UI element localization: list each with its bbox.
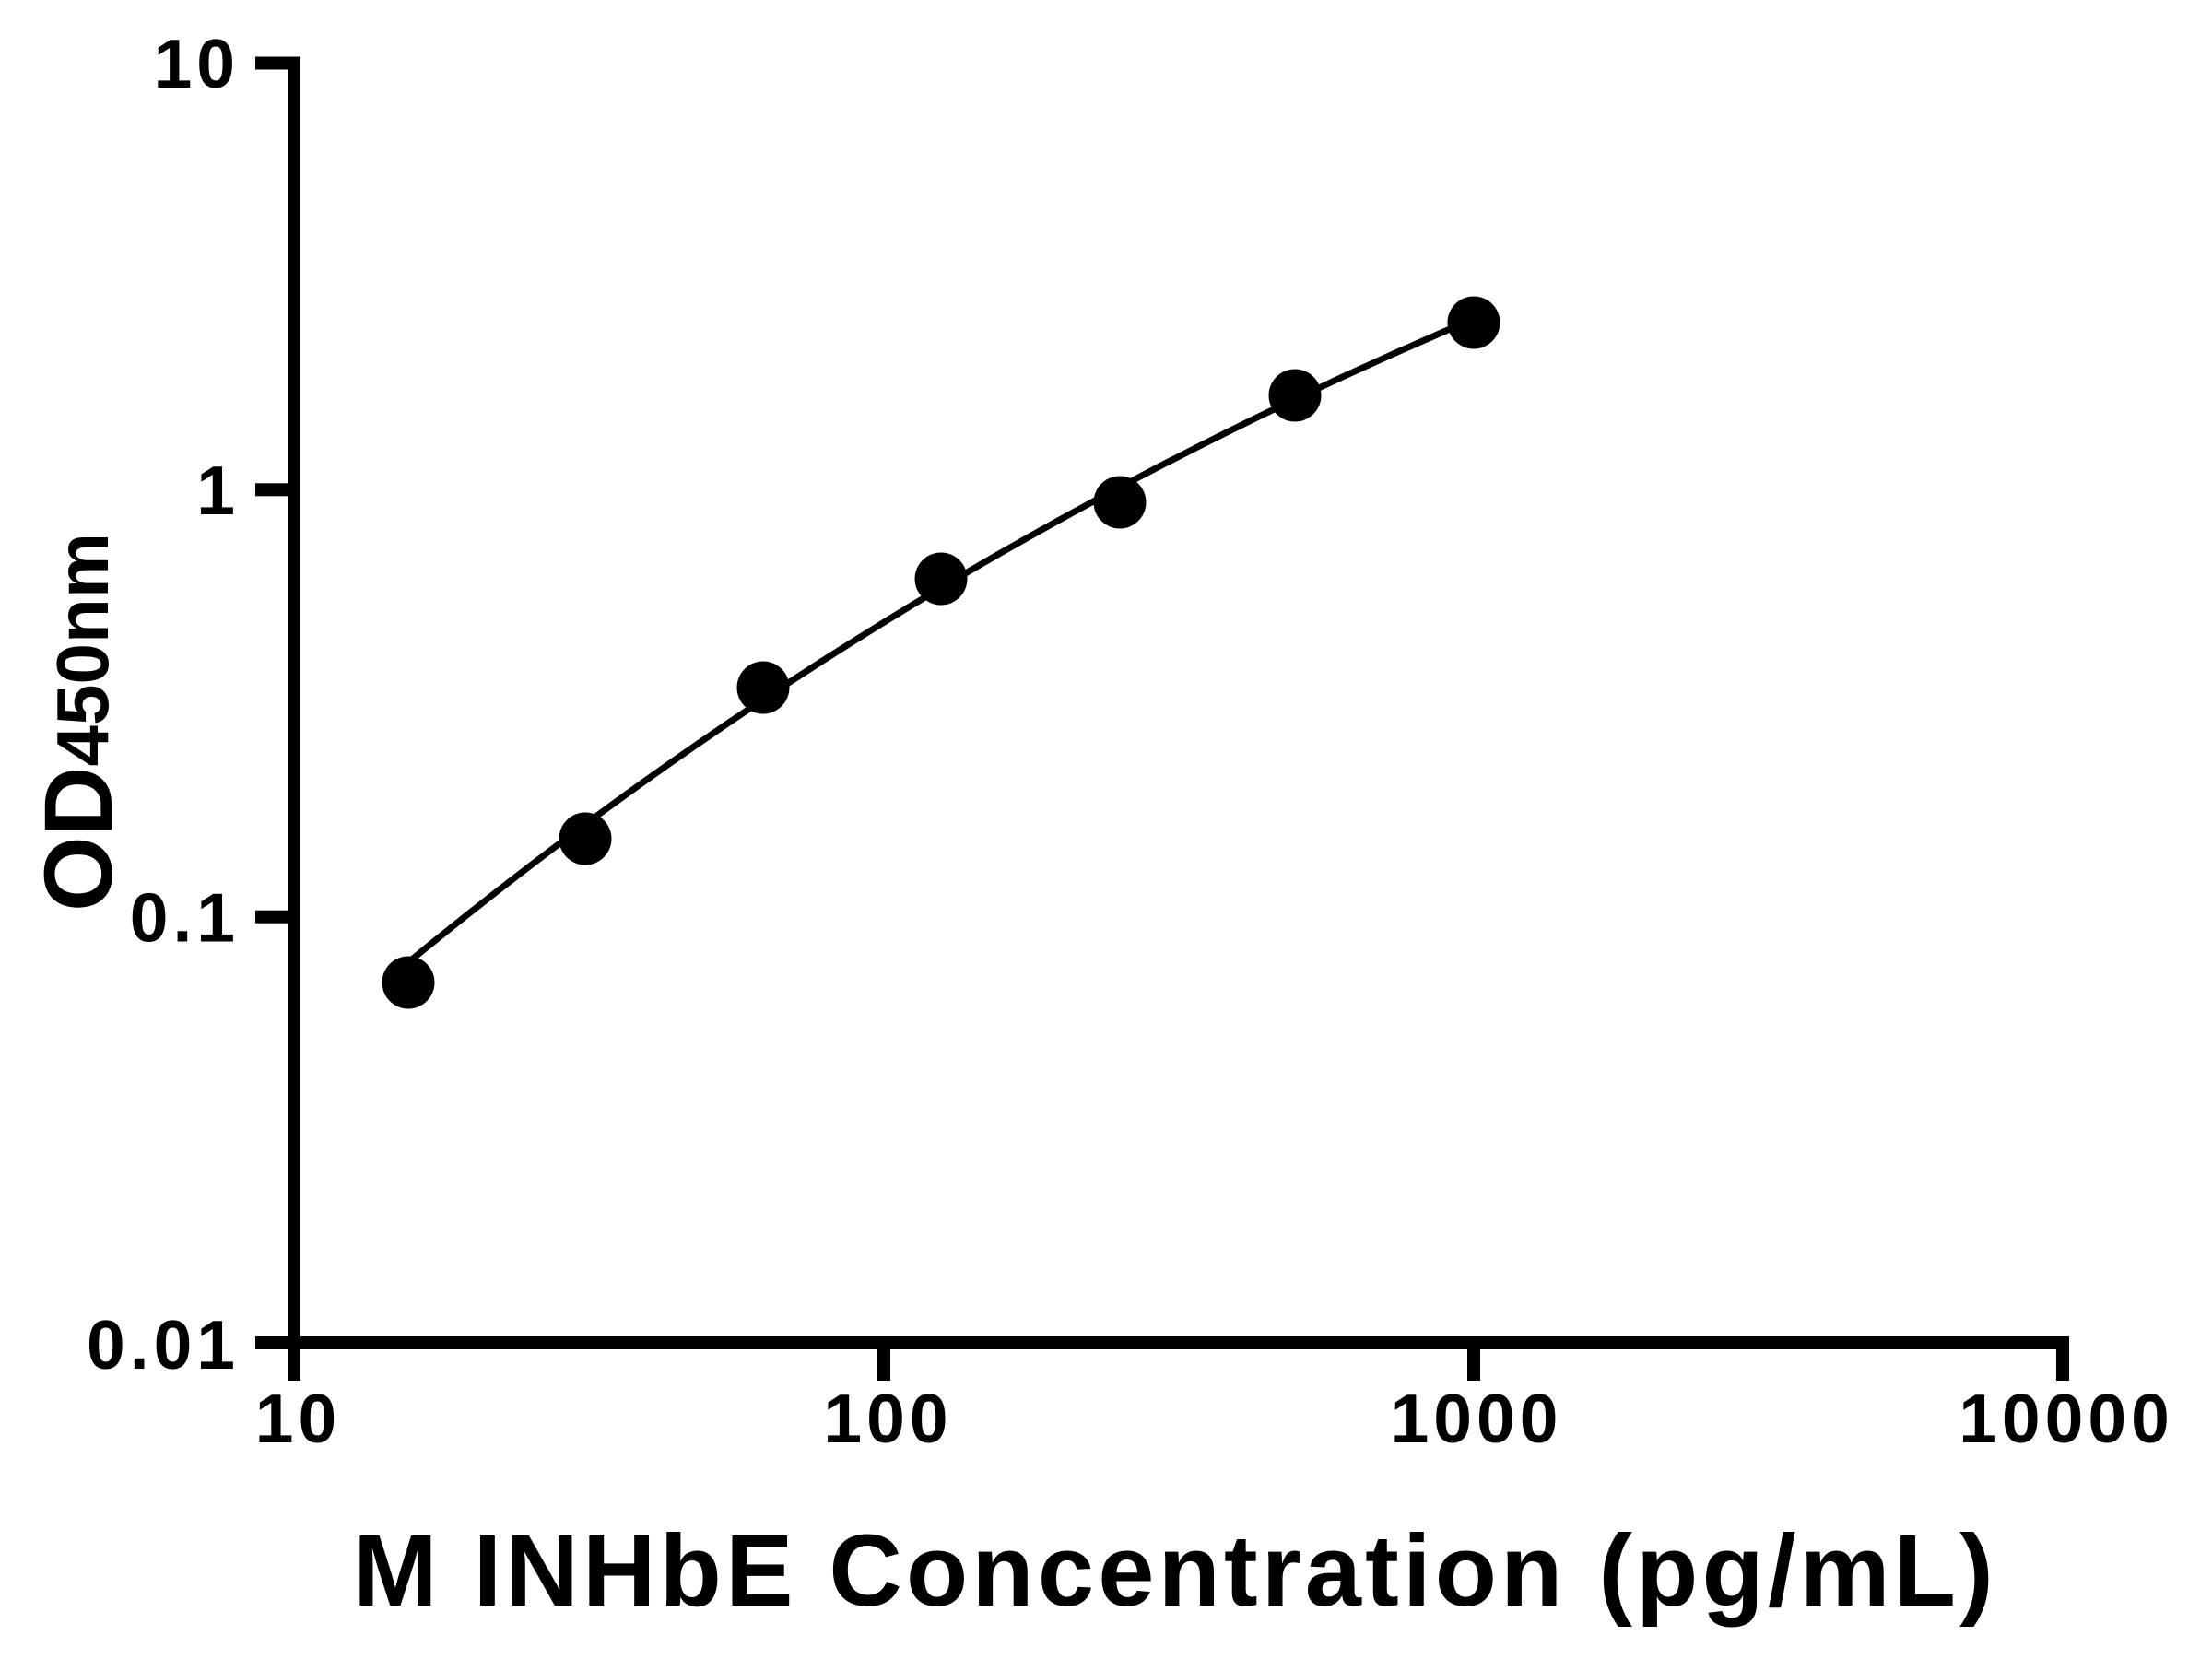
svg-text:1: 1 [196, 452, 240, 529]
svg-text:10: 10 [255, 1380, 341, 1457]
svg-text:10000: 10000 [1959, 1380, 2174, 1457]
svg-text:OD450nm: OD450nm [25, 533, 133, 912]
svg-text:0.01: 0.01 [87, 1306, 240, 1383]
svg-text:10: 10 [154, 25, 240, 102]
svg-text:100: 100 [823, 1380, 952, 1457]
svg-text:M INHbE Concentration (pg/mL): M INHbE Concentration (pg/mL) [353, 1514, 1997, 1628]
svg-text:1000: 1000 [1391, 1380, 1563, 1457]
svg-text:0.1: 0.1 [130, 879, 240, 957]
